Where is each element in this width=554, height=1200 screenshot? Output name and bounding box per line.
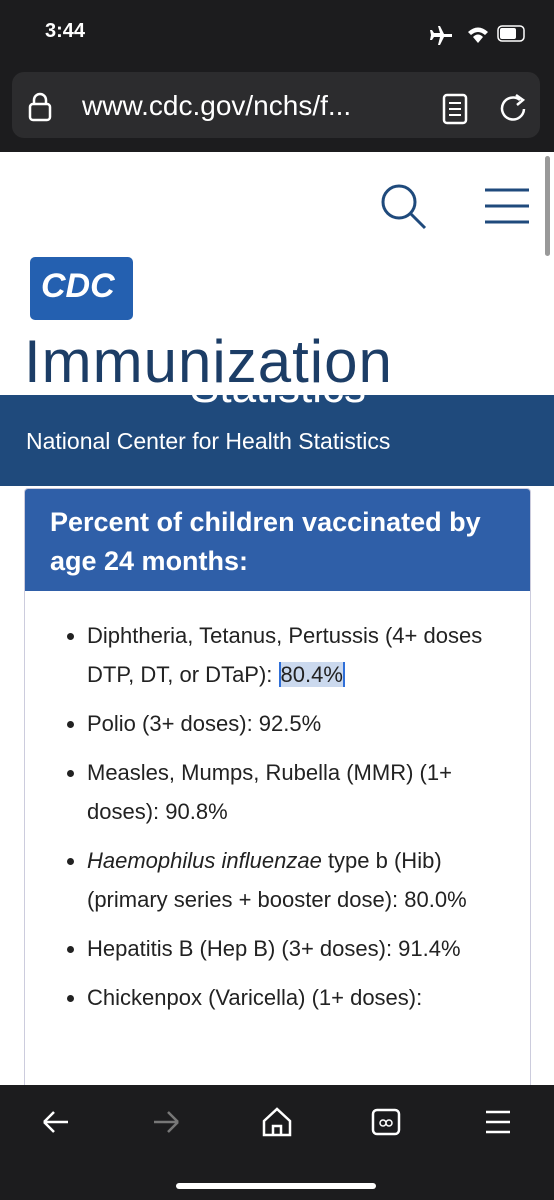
list-item: Measles, Mumps, Rubella (MMR) (1+ doses)…: [87, 753, 507, 831]
list-item: Chickenpox (Varicella) (1+ doses):: [87, 978, 507, 1017]
item-text: Hepatitis B (Hep B) (3+ doses): 91.4%: [87, 936, 461, 961]
address-bar[interactable]: [12, 72, 540, 138]
toolbar-icons[interactable]: [0, 1095, 554, 1200]
list-item: Haemophilus influenzae type b (Hib) (pri…: [87, 841, 507, 919]
clock: 3:44: [45, 20, 86, 42]
lock-icon: [28, 92, 52, 122]
header-band: Statistics: [0, 395, 554, 486]
card-heading: Percent of children vaccinated by age 24…: [50, 507, 481, 576]
overlap-title: Statistics: [190, 395, 366, 413]
selected-text: 80.4%: [278, 662, 345, 687]
card-header: [25, 489, 530, 591]
site-nav-icons[interactable]: [375, 180, 545, 232]
vaccine-list: Diphtheria, Tetanus, Pertussis (4+ doses…: [49, 616, 507, 1027]
item-text: Polio (3+ doses): 92.5%: [87, 711, 322, 736]
status-icons: [430, 25, 525, 45]
list-item: Hepatitis B (Hep B) (3+ doses): 91.4%: [87, 929, 507, 968]
item-text: Diphtheria, Tetanus, Pertussis (4+ doses…: [87, 623, 483, 687]
card: Percent of children vaccinated by age 24…: [24, 488, 531, 1110]
band-text: National Center for Health Statistics: [26, 428, 391, 454]
browser-actions[interactable]: [440, 92, 530, 126]
bottom-toolbar: [0, 1085, 554, 1200]
item-text: Chickenpox (Varicella) (1+ doses):: [87, 985, 423, 1010]
list-item: Polio (3+ doses): 92.5%: [87, 704, 507, 743]
item-text: type b (Hib) (primary series + booster d…: [87, 848, 467, 912]
list-item: Diphtheria, Tetanus, Pertussis (4+ doses…: [87, 616, 507, 694]
scrollbar: [545, 156, 550, 256]
logo-box: [30, 257, 133, 320]
logo-text: CDC: [41, 267, 115, 305]
page-title: Immunization: [24, 328, 393, 395]
url[interactable]: www.cdc.gov/nchs/f...: [82, 90, 352, 121]
item-text: Measles, Mumps, Rubella (MMR) (1+ doses)…: [87, 760, 452, 824]
item-italic: Haemophilus influenzae: [87, 848, 322, 873]
